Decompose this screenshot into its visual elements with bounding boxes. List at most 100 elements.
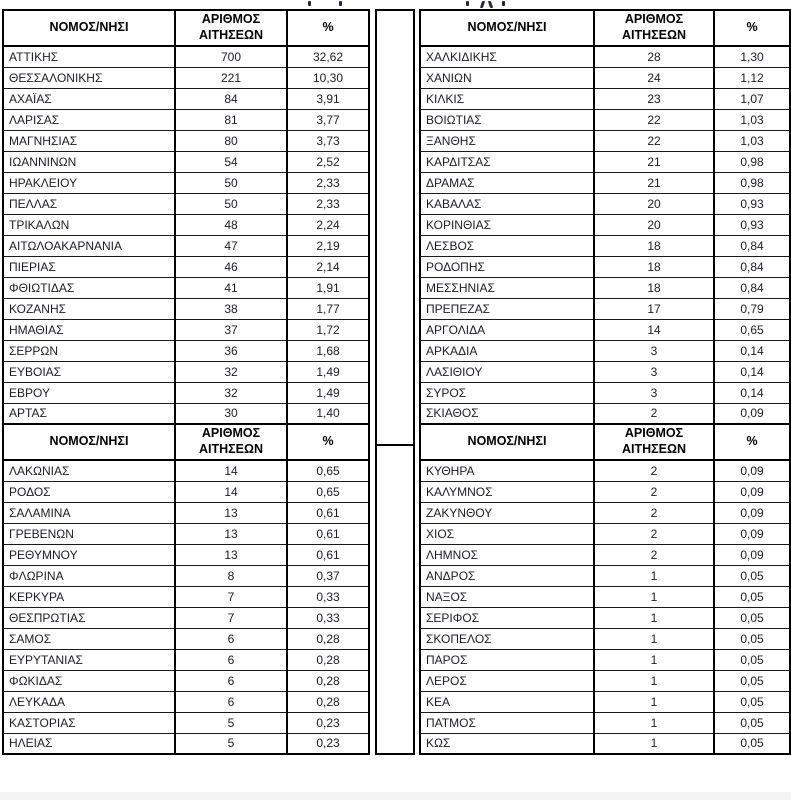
- applications-count-cell: 6: [174, 690, 288, 713]
- percent-cell: 2,33: [286, 171, 370, 194]
- table-row: ΠΑΡΟΣ 1 0,05: [419, 648, 791, 671]
- table-row: ΑΤΤΙΚΗΣ 700 32,62: [2, 45, 370, 68]
- table-row: ΜΕΣΣΗΝΙΑΣ 18 0,84: [419, 276, 791, 299]
- region-name-cell: ΑΝΔΡΟΣ: [419, 564, 595, 587]
- table-row: ΖΑΚΥΝΘΟΥ 2 0,09: [419, 501, 791, 524]
- applications-count-cell: 21: [593, 171, 715, 194]
- table-row: ΑΡΤΑΣ 30 1,40: [2, 402, 370, 425]
- header-row: ΝΟΜΟΣ/ΝΗΣΙ ΑΡΙΘΜΟΣ ΑΙΤΗΣΕΩΝ%: [2, 423, 370, 461]
- applications-count-cell: 13: [174, 501, 288, 524]
- region-name-cell: ΙΩΑΝΝΙΝΩΝ: [2, 150, 176, 173]
- region-name-cell: ΘΕΣΠΡΩΤΙΑΣ: [2, 606, 176, 629]
- middle-separator-divider: [375, 444, 415, 446]
- table-row: ΧΑΛΚΙΔΙΚΗΣ 28 1,30: [419, 45, 791, 68]
- applications-count-cell: 13: [174, 522, 288, 545]
- percent-cell: 0,84: [713, 255, 791, 278]
- applications-count-cell: 28: [593, 45, 715, 68]
- percent-cell: 2,33: [286, 192, 370, 215]
- table-row: ΛΕΥΚΑΔΑ 6 0,28: [2, 690, 370, 713]
- table-row: ΝΑΞΟΣ 1 0,05: [419, 585, 791, 608]
- applications-count-cell: 46: [174, 255, 288, 278]
- applications-count-cell: 6: [174, 627, 288, 650]
- column-header-region: ΝΟΜΟΣ/ΝΗΣΙ: [419, 9, 595, 47]
- table-row: ΠΡΕΠΕΖΑΣ 17 0,79: [419, 297, 791, 320]
- applications-count-cell: 1: [593, 648, 715, 671]
- page-bottom-margin: [0, 792, 791, 800]
- table-row: ΚΑΛΥΜΝΟΣ 2 0,09: [419, 480, 791, 503]
- table-row: ΚΟΖΑΝΗΣ 38 1,77: [2, 297, 370, 320]
- title-descender-mark: [487, 1, 494, 8]
- table-row: ΚΑΣΤΟΡΙΑΣ 5 0,23: [2, 711, 370, 734]
- table-row: ΘΕΣΣΑΛΟΝΙΚΗΣ 221 10,30: [2, 66, 370, 89]
- percent-cell: 3,91: [286, 87, 370, 110]
- column-header-applications: ΑΡΙΘΜΟΣ ΑΙΤΗΣΕΩΝ: [174, 9, 288, 47]
- applications-count-cell: 32: [174, 381, 288, 404]
- region-name-cell: ΕΥΡΥΤΑΝΙΑΣ: [2, 648, 176, 671]
- region-name-cell: ΤΡΙΚΑΛΩΝ: [2, 213, 176, 236]
- cropped-title-text: [0, 0, 791, 8]
- region-name-cell: ΓΡΕΒΕΝΩΝ: [2, 522, 176, 545]
- applications-count-cell: 1: [593, 669, 715, 692]
- region-name-cell: ΣΕΡΙΦΟΣ: [419, 606, 595, 629]
- applications-count-cell: 1: [593, 585, 715, 608]
- region-name-cell: ΚΑΣΤΟΡΙΑΣ: [2, 711, 176, 734]
- table-row: ΗΛΕΙΑΣ 5 0,23: [2, 732, 370, 755]
- applications-count-cell: 3: [593, 360, 715, 383]
- percent-cell: 2,52: [286, 150, 370, 173]
- region-name-cell: ΚΑΒΑΛΑΣ: [419, 192, 595, 215]
- percent-cell: 1,30: [713, 45, 791, 68]
- percent-cell: 1,68: [286, 339, 370, 362]
- table-row: ΚΕΡΚΥΡΑ 7 0,33: [2, 585, 370, 608]
- table-row: ΛΕΣΒΟΣ 18 0,84: [419, 234, 791, 257]
- region-name-cell: ΛΑΣΙΘΙΟΥ: [419, 360, 595, 383]
- table-row: ΛΗΜΝΟΣ 2 0,09: [419, 543, 791, 566]
- table-row: ΡΕΘΥΜΝΟΥ 13 0,61: [2, 543, 370, 566]
- region-name-cell: ΣΕΡΡΩΝ: [2, 339, 176, 362]
- percent-cell: 0,28: [286, 669, 370, 692]
- region-name-cell: ΣΑΛΑΜΙΝΑ: [2, 501, 176, 524]
- table-row: ΑΝΔΡΟΣ 1 0,05: [419, 564, 791, 587]
- percent-cell: 1,07: [713, 87, 791, 110]
- percent-cell: 0,05: [713, 627, 791, 650]
- table-row: ΤΡΙΚΑΛΩΝ 48 2,24: [2, 213, 370, 236]
- region-name-cell: ΚΙΛΚΙΣ: [419, 87, 595, 110]
- percent-cell: 0,23: [286, 732, 370, 755]
- table-row: ΚΙΛΚΙΣ 23 1,07: [419, 87, 791, 110]
- table-row: ΕΒΡΟΥ 32 1,49: [2, 381, 370, 404]
- table-row: ΣΚΙΑΘΟΣ 2 0,09: [419, 402, 791, 425]
- region-name-cell: ΡΟΔΟΣ: [2, 480, 176, 503]
- column-header-applications: ΑΡΙΘΜΟΣ ΑΙΤΗΣΕΩΝ: [174, 423, 288, 461]
- table-row: ΒΟΙΩΤΙΑΣ 22 1,03: [419, 108, 791, 131]
- table-row: ΣΑΜΟΣ 6 0,28: [2, 627, 370, 650]
- percent-cell: 3,73: [286, 129, 370, 152]
- header-row: ΝΟΜΟΣ/ΝΗΣΙ ΑΡΙΘΜΟΣ ΑΙΤΗΣΕΩΝ%: [2, 9, 370, 47]
- applications-count-cell: 700: [174, 45, 288, 68]
- table-row: ΑΡΓΟΛΙΔΑ 14 0,65: [419, 318, 791, 341]
- region-name-cell: ΛΕΣΒΟΣ: [419, 234, 595, 257]
- percent-cell: 0,79: [713, 297, 791, 320]
- percent-cell: 0,61: [286, 522, 370, 545]
- table-row: ΦΩΚΙΔΑΣ 6 0,28: [2, 669, 370, 692]
- applications-count-cell: 3: [593, 339, 715, 362]
- applications-count-cell: 36: [174, 339, 288, 362]
- region-name-cell: ΑΡΓΟΛΙΔΑ: [419, 318, 595, 341]
- applications-count-cell: 5: [174, 711, 288, 734]
- applications-count-cell: 2: [593, 459, 715, 482]
- region-name-cell: ΖΑΚΥΝΘΟΥ: [419, 501, 595, 524]
- title-descender-mark: [502, 1, 505, 6]
- percent-cell: 0,98: [713, 171, 791, 194]
- region-name-cell: ΠΕΛΛΑΣ: [2, 192, 176, 215]
- table-row: ΗΜΑΘΙΑΣ 37 1,72: [2, 318, 370, 341]
- percent-cell: 1,91: [286, 276, 370, 299]
- applications-count-cell: 14: [174, 480, 288, 503]
- region-name-cell: ΕΒΡΟΥ: [2, 381, 176, 404]
- region-name-cell: ΗΡΑΚΛΕΙΟΥ: [2, 171, 176, 194]
- applications-count-cell: 37: [174, 318, 288, 341]
- column-header-region: ΝΟΜΟΣ/ΝΗΣΙ: [2, 423, 176, 461]
- percent-cell: 0,14: [713, 381, 791, 404]
- percent-cell: 0,84: [713, 234, 791, 257]
- percent-cell: 2,14: [286, 255, 370, 278]
- percent-cell: 0,09: [713, 459, 791, 482]
- column-header-region: ΝΟΜΟΣ/ΝΗΣΙ: [419, 423, 595, 461]
